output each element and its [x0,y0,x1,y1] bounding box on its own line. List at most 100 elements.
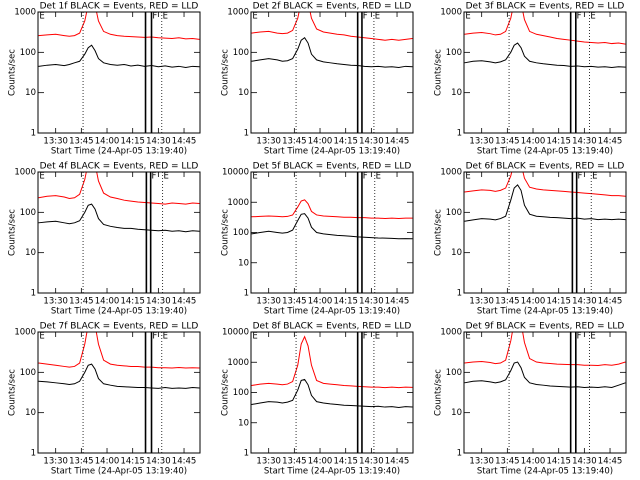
annotation: F [577,12,582,22]
x-tick-label: 14:45 [172,137,197,147]
y-axis-label: Counts/sec [221,369,231,416]
x-tick-label: 13:30 [256,457,281,467]
series-line [464,184,626,222]
series-line [464,172,626,197]
annotation: F [577,332,582,342]
panel: Det 6f BLACK = Events, RED = LLD Start Ti… [434,162,627,317]
annotation: E [252,332,257,342]
x-axis-label: Start Time (24-Apr-05 13:19:40) [477,147,613,157]
x-tick-label: 14:00 [521,137,546,147]
x-axis-label: Start Time (24-Apr-05 13:19:40) [51,147,187,157]
series-line [38,203,200,233]
series-line [251,199,413,220]
panel: Det 4f BLACK = Events, RED = LLD Start Ti… [8,162,201,317]
y-tick-label: 10 [25,408,36,418]
x-tick-label: 14:00 [95,457,120,467]
panel: Det 3f BLACK = Events, RED = LLD Start Ti… [434,2,627,157]
y-tick-label: 100 [233,48,249,58]
y-tick-label: 1 [457,129,462,139]
plot-frame [37,11,201,134]
y-tick-label: 1 [457,289,462,299]
y-tick-label: 1 [244,289,249,299]
y-tick-label: 1 [31,449,36,459]
x-axis-label: Start Time (24-Apr-05 13:19:40) [477,467,613,477]
y-axis-label: Counts/sec [434,369,444,416]
x-tick-label: 14:45 [385,457,410,467]
y-tick-label: 100 [233,228,249,238]
annotation: F [152,332,157,342]
panel: Det 7f BLACK = Events, RED = LLD Start Ti… [8,322,201,477]
series-line [251,378,413,408]
x-tick-label: 13:30 [469,297,494,307]
x-tick-label: 14:30 [146,457,171,467]
x-tick-label: 14:30 [359,137,384,147]
x-axis-label: Start Time (24-Apr-05 13:19:40) [51,307,187,317]
x-tick-label: 13:45 [495,297,520,307]
y-tick-label: 1 [244,129,249,139]
panel: Det 2f BLACK = Events, RED = LLD Start Ti… [221,2,414,157]
annotation: F [363,172,368,182]
y-axis-label: Counts/sec [434,49,444,96]
series-line [38,12,200,40]
annotation: E [375,12,380,22]
x-tick-label: 14:00 [95,297,120,307]
x-tick-label: 14:15 [120,297,145,307]
series-line [251,12,413,41]
series-line [251,213,413,240]
y-tick-label: 10 [451,408,462,418]
series-line [251,335,413,389]
y-axis-label: Counts/sec [8,209,18,256]
chart-title: Det 7f BLACK = Events, RED = LLD [40,322,199,332]
y-tick-label: 100 [446,48,462,58]
annotation: E [465,172,470,182]
x-tick-label: 14:00 [521,297,546,307]
x-tick-label: 14:45 [598,297,623,307]
x-tick-label: 14:00 [308,137,333,147]
x-tick-label: 13:30 [43,457,68,467]
x-tick-label: 14:30 [572,457,597,467]
y-tick-label: 1000 [14,328,36,338]
x-axis-label: Start Time (24-Apr-05 13:19:40) [264,467,400,477]
x-tick-label: 14:15 [546,297,571,307]
y-tick-label: 10 [451,248,462,258]
series-line [464,332,626,366]
x-tick-label: 13:45 [282,137,307,147]
x-tick-label: 14:00 [308,457,333,467]
annotation: E [39,12,44,22]
x-tick-label: 13:30 [469,137,494,147]
panel: Det 1f BLACK = Events, RED = LLD Start Ti… [8,2,201,157]
y-axis-label: Counts/sec [221,209,231,256]
series-line [38,44,200,69]
y-tick-label: 100 [446,208,462,218]
x-tick-label: 14:15 [333,137,358,147]
annotation: E [590,12,595,22]
annotation: E [163,332,168,342]
annotation: F [578,172,583,182]
annotation: E [465,12,470,22]
y-tick-label: 10 [25,248,36,258]
x-tick-label: 14:45 [598,457,623,467]
x-tick-label: 14:15 [120,137,145,147]
x-tick-label: 14:30 [572,137,597,147]
y-tick-label: 10 [238,88,249,98]
plot-frame [463,171,627,294]
x-tick-label: 13:45 [69,297,94,307]
x-tick-label: 14:00 [308,297,333,307]
chart-title: Det 6f BLACK = Events, RED = LLD [466,162,625,172]
y-tick-label: 1000 [440,328,462,338]
plot-frame [250,331,414,454]
y-axis-label: Counts/sec [8,369,18,416]
x-tick-label: 13:30 [256,137,281,147]
x-tick-label: 14:45 [385,137,410,147]
y-tick-label: 10 [451,88,462,98]
annotation: E [39,172,44,182]
x-tick-label: 14:30 [359,297,384,307]
y-axis-label: Counts/sec [8,49,18,96]
x-tick-label: 13:30 [469,457,494,467]
y-tick-label: 1000 [227,198,249,208]
x-axis-label: Start Time (24-Apr-05 13:19:40) [477,307,613,317]
annotation: E [252,12,257,22]
x-tick-label: 14:30 [146,297,171,307]
